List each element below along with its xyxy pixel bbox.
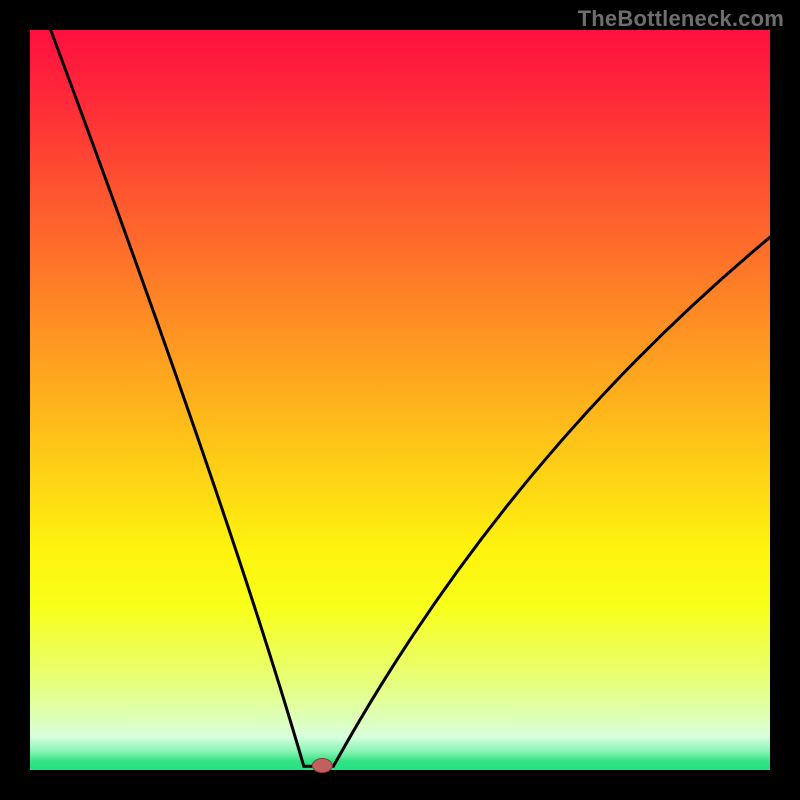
gradient-background	[30, 30, 770, 770]
minimum-marker	[312, 759, 332, 773]
watermark-text: TheBottleneck.com	[578, 6, 784, 32]
chart-container: TheBottleneck.com	[0, 0, 800, 800]
chart-svg	[0, 0, 800, 800]
